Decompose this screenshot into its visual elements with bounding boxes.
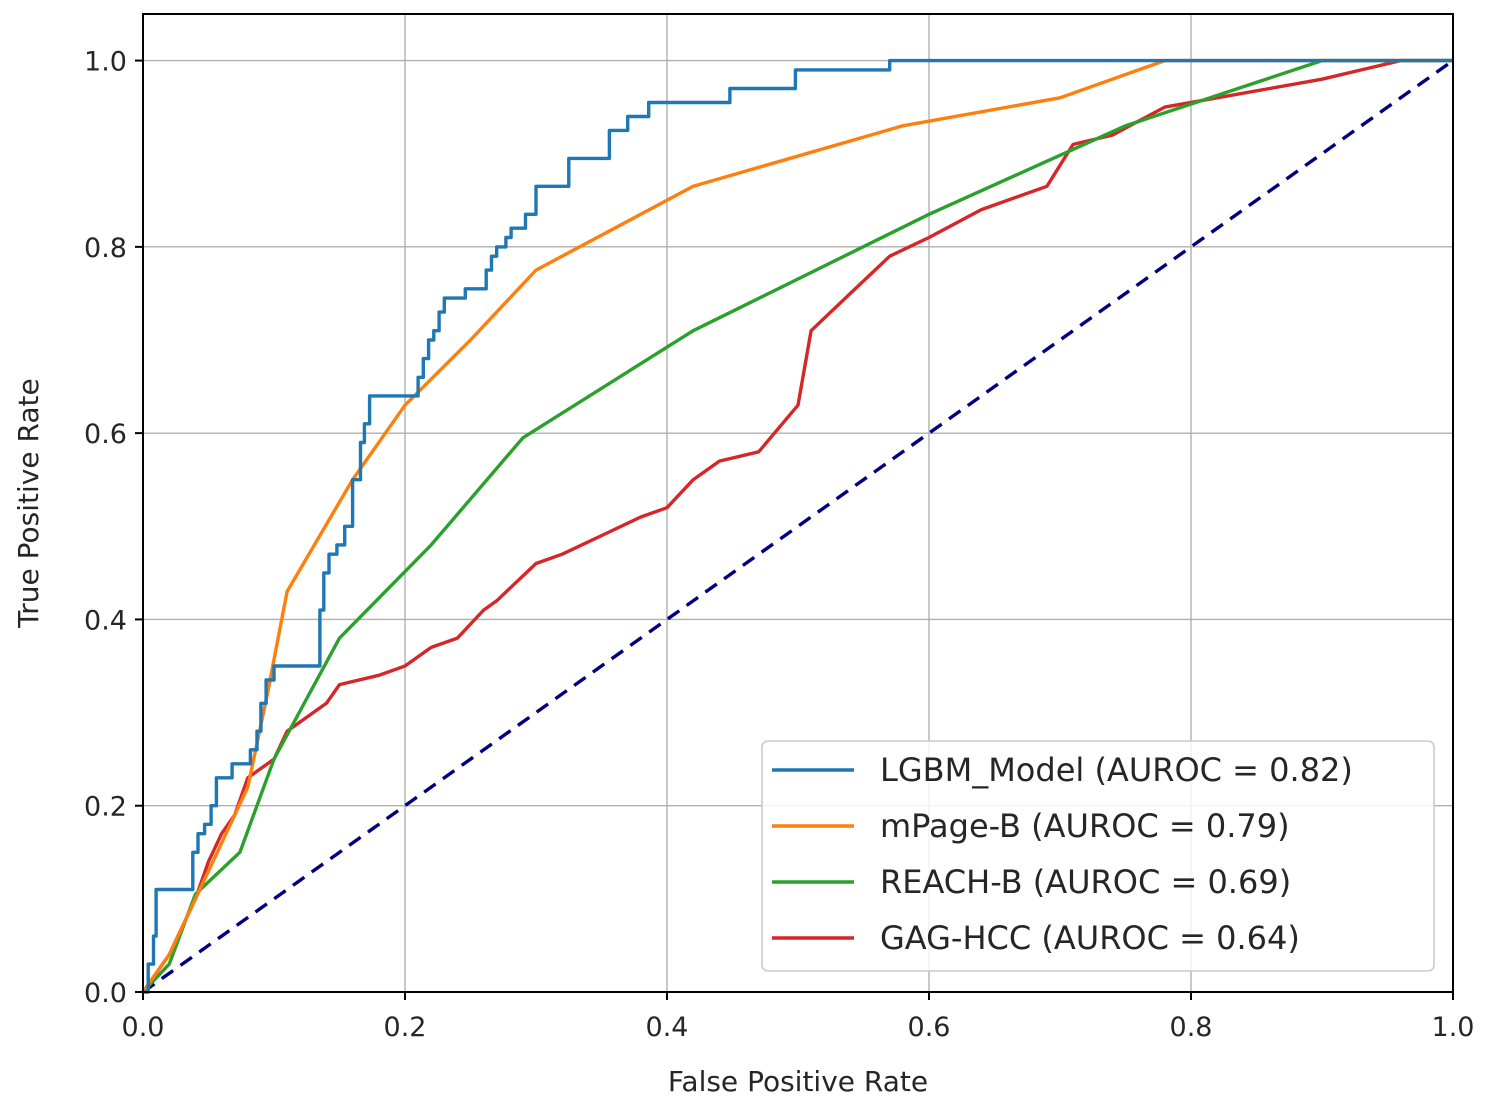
plot-area-frame [142,13,1454,993]
axis-ticks: 0.0 0.2 0.4 0.6 0.8 1.0 0.0 0.2 0.4 0.6 0.8 1.0 [84,47,1474,1043]
series-line-reach-b [141,58,1453,994]
x-tick-label: 0.4 [646,1012,689,1043]
y-tick-label: 1.0 [84,47,127,78]
y-tick-label: 0.8 [84,233,127,264]
y-tick-label: 0.6 [84,419,127,450]
y-tick-label: 0.0 [84,978,127,1009]
x-axis-label: False Positive Rate [668,1065,928,1098]
series-line-gag-hcc [141,58,1453,993]
y-tick-label: 0.2 [84,792,127,823]
legend-label-lgbm-model: LGBM_Model (AUROC = 0.82) [880,751,1353,789]
x-tick-label: 0.0 [122,1012,165,1043]
chance-reference-line [142,59,1454,994]
legend-label-gag-hcc: GAG-HCC (AUROC = 0.64) [880,919,1300,957]
series-line-lgbm-model [143,58,1453,994]
series-line-mpage-b [141,58,1453,993]
legend-label-mpage-b: mPage-B (AUROC = 0.79) [880,807,1290,845]
x-tick-label: 0.8 [1170,1012,1213,1043]
x-tick-label: 0.2 [384,1012,427,1043]
legend: LGBM_Model (AUROC = 0.82) mPage-B (AUROC … [761,740,1435,972]
x-tick-label: 1.0 [1432,1012,1475,1043]
legend-label-reach-b: REACH-B (AUROC = 0.69) [880,863,1291,901]
y-axis-label: True Positive Rate [12,378,45,628]
y-tick-label: 0.4 [84,605,127,636]
legend-box [761,740,1435,972]
plot-lines [141,58,1454,994]
x-tick-label: 0.6 [908,1012,951,1043]
